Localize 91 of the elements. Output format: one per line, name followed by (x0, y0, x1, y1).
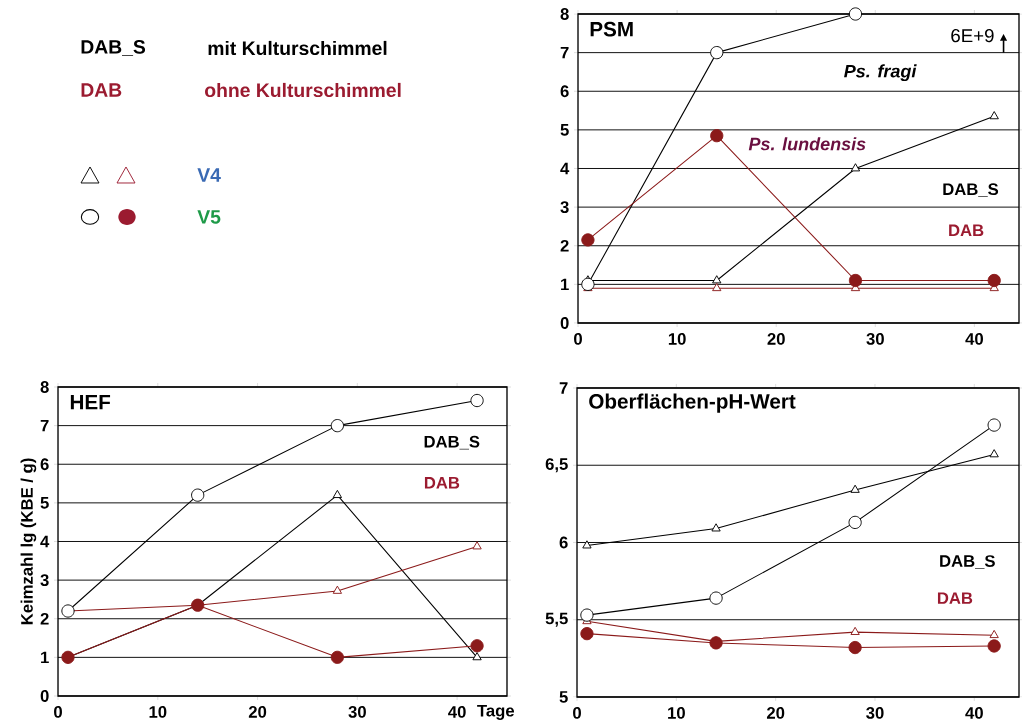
point (989, 449, 999, 458)
point (989, 111, 999, 120)
point (582, 540, 592, 549)
y-tick-label: 2 (560, 239, 569, 252)
point (712, 282, 722, 292)
annotation: DAB (937, 592, 973, 604)
y-tick-label: 4 (560, 162, 570, 175)
y-axis-title: Keimzahl lg (KBE / g) (20, 458, 37, 625)
point (850, 626, 860, 635)
x-tick-label: 30 (866, 333, 884, 345)
point (191, 488, 205, 502)
point (580, 608, 594, 622)
x-tick-label: 0 (574, 333, 582, 345)
y-tick-label: 5 (40, 497, 49, 509)
y-tick-label: 5 (560, 124, 569, 136)
chart-title: Oberflächen-pH-Wert (589, 393, 796, 413)
x-tick-label: 20 (767, 333, 785, 345)
y-tick-label: 3 (560, 201, 569, 214)
point (709, 591, 723, 605)
x-tick-label: 40 (965, 333, 983, 345)
y-tick-label: 0 (560, 317, 569, 329)
x-tick-label: 40 (965, 707, 983, 719)
y-tick-label: 1 (561, 278, 569, 291)
point (472, 541, 482, 550)
y-tick-label: 8 (560, 8, 569, 20)
y-tick-label: 7 (560, 46, 569, 59)
text: ohne Kulturschimmel (205, 82, 401, 98)
annotation: DAB_S (943, 183, 999, 197)
point (330, 650, 344, 664)
x-tick-label: 10 (668, 333, 686, 345)
x-tick-label: 10 (149, 706, 167, 718)
point (848, 7, 863, 21)
x-axis-title: Tage (477, 704, 515, 720)
y-tick-label: 6,5 (545, 458, 568, 473)
point (987, 273, 1001, 288)
x-tick-label: 40 (448, 706, 466, 718)
point (987, 418, 1001, 432)
point (581, 277, 595, 291)
annotation: Ps. lundensis (748, 137, 866, 151)
x-tick-label: 30 (866, 707, 884, 719)
y-tick-label: 2 (40, 612, 49, 625)
point (470, 393, 484, 408)
chart-title: HEF (70, 395, 111, 410)
point (332, 585, 343, 594)
chart-title: PSM (590, 21, 633, 37)
y-tick-label: 6 (40, 458, 49, 471)
y-tick-label: 6 (559, 536, 568, 549)
y-tick-label: 7 (559, 382, 568, 394)
point (850, 484, 860, 493)
point (989, 629, 999, 639)
point (710, 46, 724, 60)
point (61, 604, 75, 618)
point (848, 273, 863, 288)
text: DAB (81, 83, 122, 97)
y-tick-label: 3 (40, 574, 49, 587)
point (710, 129, 724, 143)
point (580, 627, 594, 641)
annotation: DAB (949, 224, 984, 237)
text: V5 (197, 210, 221, 224)
point (330, 419, 344, 433)
y-tick-label: 7 (40, 419, 49, 432)
annotation: Ps. fragi (844, 64, 917, 82)
y-tick-label: 5 (559, 691, 568, 703)
y-tick-label: 8 (40, 381, 49, 393)
annotation: DAB_S (940, 555, 995, 569)
point (709, 636, 723, 650)
y-tick-label: 1 (41, 651, 49, 664)
y-tick-label: 4 (40, 535, 50, 548)
x-tick-label: 0 (573, 707, 581, 719)
text: V4 (197, 168, 221, 182)
point (987, 639, 1001, 653)
point (848, 640, 862, 655)
text: mit Kulturschimmel (208, 40, 387, 56)
annotation: 6E+9 (951, 29, 994, 43)
y-tick-label: 0 (40, 690, 49, 702)
y-tick-label: 5,5 (545, 612, 568, 627)
text: DAB_S (81, 40, 146, 56)
point (581, 233, 595, 247)
x-tick-label: 10 (668, 707, 685, 719)
x-tick-label: 20 (766, 707, 785, 719)
x-tick-label: 0 (54, 706, 62, 718)
point (850, 163, 861, 172)
x-tick-label: 30 (348, 706, 366, 718)
point (848, 515, 862, 530)
y-tick-label: 6 (560, 85, 569, 98)
annotation: DAB_S (424, 435, 480, 450)
x-tick-label: 20 (248, 706, 267, 718)
point (712, 275, 722, 284)
point (711, 523, 721, 532)
point (470, 639, 484, 653)
annotation: DAB (424, 477, 460, 489)
